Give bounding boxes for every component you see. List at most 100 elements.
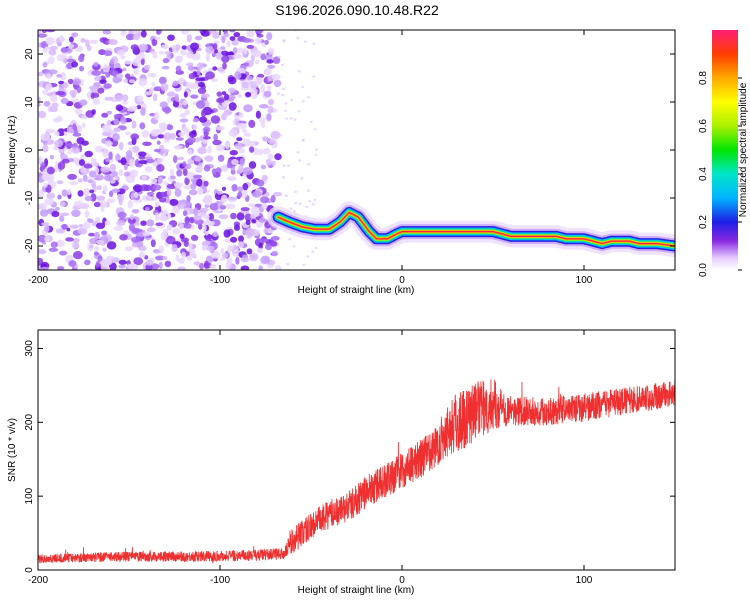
noise-speckle (140, 107, 146, 116)
noise-speckle (239, 158, 245, 167)
noise-speckle (115, 104, 124, 111)
noise-speckle (266, 59, 274, 64)
noise-speckle (215, 125, 225, 131)
noise-speckle (80, 37, 86, 43)
noise-speckle (260, 255, 271, 264)
noise-speckle (104, 174, 114, 182)
noise-speckle (102, 30, 111, 35)
noise-speckle (267, 64, 276, 69)
noise-speckle (156, 140, 161, 145)
noise-speckle (94, 246, 100, 251)
noise-speckle (154, 36, 161, 41)
snr-panel: -200 -100 0 100 0 100 200 300 Height of straig… (7, 329, 676, 596)
noise-speckle (116, 220, 126, 227)
noise-speckle (88, 85, 98, 91)
noise-speckle (170, 175, 176, 180)
noise-speckle (313, 198, 317, 201)
spectrogram-noise (38, 30, 320, 270)
noise-speckle (243, 104, 253, 113)
noise-speckle (256, 247, 263, 254)
noise-speckle (186, 50, 194, 59)
noise-speckle (50, 241, 58, 248)
noise-speckle (266, 32, 273, 41)
noise-speckle (78, 159, 86, 166)
noise-speckle (211, 168, 217, 176)
noise-speckle (276, 92, 280, 95)
noise-speckle (216, 98, 225, 103)
noise-speckle (312, 42, 316, 45)
noise-speckle (104, 96, 113, 101)
noise-speckle (59, 212, 70, 217)
noise-speckle (186, 255, 193, 261)
noise-speckle (162, 180, 167, 185)
noise-speckle (174, 44, 181, 51)
noise-speckle (101, 230, 107, 236)
noise-speckle (242, 183, 249, 191)
noise-speckle (88, 170, 97, 178)
noise-speckle (255, 59, 260, 65)
noise-speckle (155, 201, 160, 208)
noise-speckle (102, 148, 109, 158)
noise-speckle (104, 140, 113, 147)
noise-speckle (294, 190, 298, 193)
noise-speckle (185, 142, 190, 149)
noise-speckle (158, 261, 163, 270)
noise-speckle (79, 54, 84, 60)
noise-speckle (117, 211, 127, 219)
noise-speckle (269, 240, 278, 247)
noise-speckle (258, 117, 266, 123)
noise-speckle (78, 224, 84, 228)
noise-speckle (296, 36, 300, 40)
noise-speckle (301, 85, 305, 89)
noise-speckle (116, 73, 124, 79)
noise-speckle (224, 33, 230, 37)
noise-speckle (226, 163, 234, 169)
noise-speckle (69, 181, 78, 186)
noise-speckle (270, 236, 280, 241)
noise-speckle (101, 131, 112, 137)
noise-speckle (254, 211, 260, 218)
noise-speckle (99, 260, 107, 265)
noise-speckle (133, 184, 143, 193)
noise-speckle (282, 39, 286, 42)
noise-speckle (40, 133, 51, 141)
noise-speckle (38, 96, 41, 103)
noise-speckle (157, 134, 165, 139)
noise-speckle (203, 126, 211, 133)
noise-speckle (151, 38, 158, 47)
y-tick-label: 20 (24, 48, 35, 60)
noise-speckle (73, 251, 83, 260)
noise-speckle (204, 204, 210, 209)
noise-speckle (136, 95, 144, 102)
noise-speckle (185, 81, 192, 90)
noise-speckle (261, 203, 268, 210)
noise-speckle (241, 37, 252, 43)
noise-speckle (159, 214, 168, 222)
noise-speckle (257, 73, 265, 79)
noise-speckle (212, 43, 218, 50)
noise-speckle (172, 228, 181, 235)
noise-speckle (163, 107, 172, 114)
noise-speckle (103, 83, 112, 89)
noise-speckle (212, 31, 220, 39)
noise-speckle (72, 123, 77, 131)
noise-speckle (201, 30, 210, 37)
noise-speckle (163, 132, 172, 141)
noise-speckle (194, 156, 202, 162)
noise-speckle (58, 148, 65, 154)
noise-speckle (87, 218, 92, 223)
noise-speckle (103, 185, 108, 192)
noise-speckle (157, 157, 164, 163)
noise-speckle (118, 198, 123, 206)
noise-speckle (68, 44, 75, 49)
noise-speckle (114, 176, 119, 181)
noise-speckle (226, 40, 231, 47)
noise-speckle (238, 241, 245, 249)
noise-speckle (246, 30, 255, 38)
noise-speckle (282, 87, 285, 91)
noise-speckle (236, 47, 244, 54)
noise-speckle (241, 190, 248, 199)
noise-speckle (192, 124, 198, 130)
noise-speckle (209, 264, 217, 270)
noise-speckle (138, 43, 148, 52)
